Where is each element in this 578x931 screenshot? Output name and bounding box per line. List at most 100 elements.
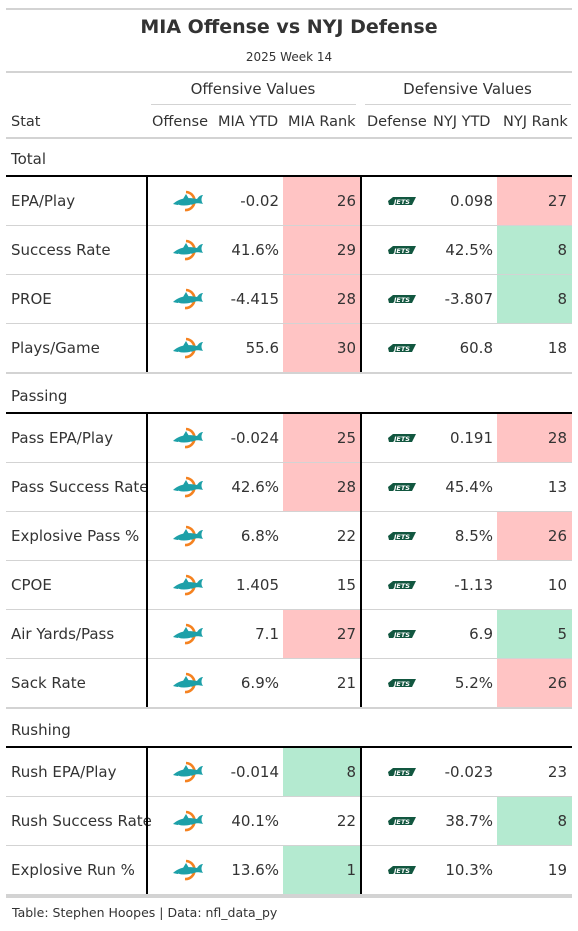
svg-text:JETS: JETS — [392, 769, 410, 777]
dolphins-logo-icon — [152, 324, 224, 372]
jets-logo-icon: JETS — [366, 748, 438, 796]
source-note: Table: Stephen Hoopes | Data: nfl_data_p… — [12, 905, 278, 920]
stat-name: PROE — [11, 290, 52, 308]
row-divider — [6, 560, 572, 561]
row-divider — [6, 894, 572, 896]
col-header-nyj-ytd: NYJ YTD — [433, 114, 491, 130]
table-title: MIA Offense vs NYJ Defense — [140, 16, 438, 38]
table-row: Plays/Game 55.6 30 JETS 60.8 18 — [6, 324, 572, 373]
svg-text:JETS: JETS — [392, 296, 410, 304]
jets-logo-icon: JETS — [366, 561, 438, 609]
nyj-ytd-value: 0.098 — [450, 192, 493, 210]
mia-ytd-value: 13.6% — [231, 861, 279, 879]
stat-name: Sack Rate — [11, 674, 86, 692]
nyj-rank-value: 26 — [497, 659, 572, 707]
dolphins-logo-icon — [152, 226, 224, 274]
table-row: Sack Rate 6.9% 21 JETS 5.2% 26 — [6, 659, 572, 708]
svg-text:JETS: JETS — [392, 345, 410, 353]
nyj-ytd-value: 5.2% — [454, 674, 493, 692]
nyj-rank-value: 10 — [547, 576, 567, 594]
dolphins-logo-icon — [152, 561, 224, 609]
svg-text:JETS: JETS — [392, 867, 410, 875]
svg-text:JETS: JETS — [392, 631, 410, 639]
mia-rank-value: 15 — [336, 576, 356, 594]
row-divider — [6, 658, 572, 659]
stat-name: Explosive Pass % — [11, 527, 140, 545]
row-divider — [6, 323, 572, 324]
nyj-rank-value: 19 — [547, 861, 567, 879]
jets-logo-icon: JETS — [366, 659, 438, 707]
svg-text:JETS: JETS — [392, 582, 410, 590]
dolphins-logo-icon — [152, 846, 224, 894]
mia-ytd-value: -0.02 — [240, 192, 279, 210]
group-top-rule — [6, 412, 572, 414]
spanner-defensive-values: Defensive Values — [403, 80, 532, 98]
row-divider — [6, 845, 572, 846]
mia-ytd-value: 6.9% — [240, 674, 279, 692]
dolphins-logo-icon — [152, 797, 224, 845]
svg-text:JETS: JETS — [392, 680, 410, 688]
spanner-offense-rule — [151, 104, 356, 105]
nyj-ytd-value: 10.3% — [445, 861, 493, 879]
stat-name: Rush EPA/Play — [11, 763, 117, 781]
svg-text:JETS: JETS — [392, 484, 410, 492]
mia-rank-value: 8 — [283, 748, 361, 796]
table-row: CPOE 1.405 15 JETS -1.13 10 — [6, 561, 572, 610]
row-divider — [6, 707, 572, 709]
stat-name: Explosive Run % — [11, 861, 135, 879]
table-subtitle: 2025 Week 14 — [245, 50, 333, 64]
svg-text:JETS: JETS — [392, 533, 410, 541]
bottom-rule — [6, 896, 572, 898]
stat-name: Pass Success Rate — [11, 478, 149, 496]
nyj-rank-value: 8 — [497, 797, 572, 845]
nyj-ytd-value: 42.5% — [445, 241, 493, 259]
offense-column-divider — [146, 176, 148, 372]
col-header-mia-rank: MIA Rank — [288, 114, 356, 130]
mia-rank-value: 25 — [283, 414, 361, 462]
dolphins-logo-icon — [152, 659, 224, 707]
stat-name: Pass EPA/Play — [11, 429, 114, 447]
group-top-rule — [6, 746, 572, 748]
mia-ytd-value: 1.405 — [236, 576, 279, 594]
svg-text:JETS: JETS — [392, 198, 410, 206]
group-top-rule — [6, 175, 572, 177]
table-row: Rush Success Rate 40.1% 22 JETS 38.7% 8 — [6, 797, 572, 846]
mia-rank-value: 29 — [283, 226, 361, 274]
nyj-ytd-value: 6.9 — [469, 625, 493, 643]
offense-column-divider — [146, 747, 148, 894]
mia-ytd-value: -0.024 — [230, 429, 279, 447]
title-rule — [6, 71, 572, 73]
dolphins-logo-icon — [152, 414, 224, 462]
stat-name: Plays/Game — [11, 339, 100, 357]
row-divider — [6, 225, 572, 226]
nyj-ytd-value: -1.13 — [454, 576, 493, 594]
nyj-rank-value: 26 — [497, 512, 572, 560]
mia-rank-value: 22 — [336, 527, 356, 545]
row-divider — [6, 274, 572, 275]
nyj-ytd-value: 45.4% — [445, 478, 493, 496]
mia-rank-value: 21 — [336, 674, 356, 692]
stat-name: EPA/Play — [11, 192, 76, 210]
nyj-ytd-value: 0.191 — [450, 429, 493, 447]
jets-logo-icon: JETS — [366, 177, 438, 225]
table-row: Explosive Run % 13.6% 1 JETS 10.3% 19 — [6, 846, 572, 895]
nyj-ytd-value: -3.807 — [444, 290, 493, 308]
mia-ytd-value: 42.6% — [231, 478, 279, 496]
dolphins-logo-icon — [152, 512, 224, 560]
group-label-total: Total — [11, 150, 47, 168]
stat-name: CPOE — [11, 576, 52, 594]
col-header-mia-ytd: MIA YTD — [218, 114, 279, 130]
mia-ytd-value: 41.6% — [231, 241, 279, 259]
dolphins-logo-icon — [152, 610, 224, 658]
nyj-rank-value: 27 — [497, 177, 572, 225]
nyj-rank-value: 28 — [497, 414, 572, 462]
table-row: Pass Success Rate 42.6% 28 JETS 45.4% 13 — [6, 463, 572, 512]
dolphins-logo-icon — [152, 748, 224, 796]
svg-text:JETS: JETS — [392, 818, 410, 826]
mia-ytd-value: -0.014 — [230, 763, 279, 781]
svg-text:JETS: JETS — [392, 247, 410, 255]
dolphins-logo-icon — [152, 463, 224, 511]
mia-ytd-value: 40.1% — [231, 812, 279, 830]
jets-logo-icon: JETS — [366, 797, 438, 845]
table-row: Explosive Pass % 6.8% 22 JETS 8.5% 26 — [6, 512, 572, 561]
